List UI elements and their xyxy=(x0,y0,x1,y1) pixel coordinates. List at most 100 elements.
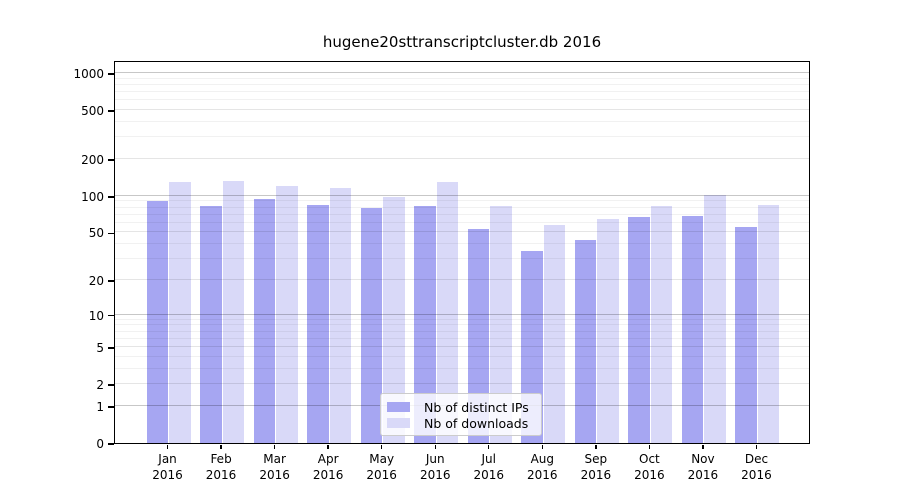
bar-distinct-ips xyxy=(574,240,597,443)
x-tick-year: 2016 xyxy=(580,467,612,482)
y-tick-label: 0 xyxy=(96,437,104,451)
bar-distinct-ips xyxy=(360,208,383,443)
bar-distinct-ips xyxy=(146,200,169,443)
legend: Nb of distinct IPs Nb of downloads xyxy=(380,393,542,436)
x-tick-mark xyxy=(273,445,276,449)
x-tick-month: Feb xyxy=(210,452,232,466)
plot-area xyxy=(114,61,810,444)
bar-downloads xyxy=(650,206,673,443)
y-tick-mark xyxy=(108,406,114,408)
bars-layer xyxy=(115,62,809,443)
bar-distinct-ips xyxy=(307,205,329,443)
x-tick-month: Jan xyxy=(158,452,177,466)
y-tick-mark xyxy=(108,196,114,198)
y-tick-mark xyxy=(108,314,114,317)
bar-distinct-ips xyxy=(735,227,757,443)
bar-downloads xyxy=(704,194,726,443)
x-tick-month: Dec xyxy=(744,452,769,466)
legend-label-downloads: Nb of downloads xyxy=(424,415,529,431)
x-tick-mark xyxy=(648,445,651,449)
x-tick-month: Oct xyxy=(639,452,660,466)
bar-downloads xyxy=(543,224,566,443)
bar-distinct-ips xyxy=(414,205,436,443)
legend-row-downloads: Nb of downloads xyxy=(387,415,533,431)
bar-downloads xyxy=(436,182,459,443)
x-tick-label: Nov 2016 xyxy=(673,452,733,483)
bar-downloads xyxy=(757,205,780,443)
x-tick-year: 2016 xyxy=(634,467,665,482)
x-tick-label: Apr 2016 xyxy=(298,452,358,483)
x-tick-year: 2016 xyxy=(527,467,558,482)
bar-distinct-ips xyxy=(253,198,276,443)
x-tick-year: 2016 xyxy=(687,467,719,482)
y-tick-mark xyxy=(108,232,114,235)
bar-distinct-ips xyxy=(200,206,222,443)
x-tick-month: Jul xyxy=(481,452,496,466)
y-tick-mark xyxy=(108,443,114,445)
x-tick-year: 2016 xyxy=(473,467,505,482)
y-tick-label: 5 xyxy=(96,341,104,356)
x-tick-year: 2016 xyxy=(152,467,183,482)
x-tick-mark xyxy=(166,445,169,449)
x-tick-mark xyxy=(595,445,597,449)
x-tick-year: 2016 xyxy=(366,467,397,482)
y-tick-mark xyxy=(108,110,114,112)
bar-downloads xyxy=(329,188,352,443)
bar-distinct-ips xyxy=(467,229,490,443)
legend-label-distinct-ips: Nb of distinct IPs xyxy=(424,399,529,415)
x-tick-year: 2016 xyxy=(205,467,237,482)
x-tick-label: May 2016 xyxy=(352,452,412,483)
bar-distinct-ips xyxy=(628,217,650,443)
bar-downloads xyxy=(169,182,191,443)
bar-downloads xyxy=(597,218,619,443)
y-tick-mark xyxy=(108,280,114,282)
y-tick-label: 20 xyxy=(88,273,104,288)
x-tick-label: Dec 2016 xyxy=(726,452,786,483)
y-tick-label: 500 xyxy=(81,104,104,119)
bar-downloads xyxy=(383,196,405,443)
x-tick-year: 2016 xyxy=(741,467,772,482)
x-tick-year: 2016 xyxy=(312,467,344,482)
x-tick-month: Apr xyxy=(317,452,339,466)
y-tick-label: 2 xyxy=(96,378,104,393)
x-tick-label: Sep 2016 xyxy=(566,452,626,483)
x-tick-mark xyxy=(380,445,383,449)
x-tick-month: Nov xyxy=(691,452,715,466)
x-tick-label: Oct 2016 xyxy=(619,452,679,483)
x-tick-label: Feb 2016 xyxy=(191,452,251,483)
legend-row-distinct-ips: Nb of distinct IPs xyxy=(387,399,533,415)
legend-swatch-downloads xyxy=(387,418,410,428)
x-tick-month: May xyxy=(369,452,395,466)
chart-title: hugene20sttranscriptcluster.db 2016 xyxy=(322,33,602,51)
bar-downloads xyxy=(490,205,512,443)
x-tick-label: Jan 2016 xyxy=(138,452,198,483)
y-tick-label: 1000 xyxy=(73,67,104,81)
x-tick-mark xyxy=(755,445,758,449)
y-tick-mark xyxy=(108,384,114,386)
x-tick-label: Mar 2016 xyxy=(245,452,305,483)
bar-downloads xyxy=(222,180,245,443)
x-tick-mark xyxy=(327,445,329,449)
x-tick-month: Sep xyxy=(584,452,608,466)
x-tick-month: Jun xyxy=(425,452,445,466)
x-tick-month: Mar xyxy=(263,452,286,466)
x-tick-year: 2016 xyxy=(419,467,451,482)
y-tick-mark xyxy=(108,159,114,161)
x-tick-mark xyxy=(488,445,490,449)
x-tick-mark xyxy=(702,445,704,449)
bar-downloads xyxy=(276,186,298,443)
y-tick-label: 10 xyxy=(88,308,104,323)
y-tick-label: 100 xyxy=(81,189,104,204)
y-tick-mark xyxy=(108,347,114,349)
x-tick-label: Jul 2016 xyxy=(459,452,519,483)
x-tick-mark xyxy=(541,445,543,449)
x-tick-year: 2016 xyxy=(259,467,290,482)
y-tick-mark xyxy=(108,73,114,75)
bar-distinct-ips xyxy=(681,215,704,443)
y-tick-label: 1 xyxy=(96,399,104,414)
legend-swatch-distinct-ips xyxy=(387,402,410,412)
x-tick-mark xyxy=(220,445,222,449)
x-tick-month: Aug xyxy=(530,452,555,466)
x-tick-label: Jun 2016 xyxy=(405,452,465,483)
